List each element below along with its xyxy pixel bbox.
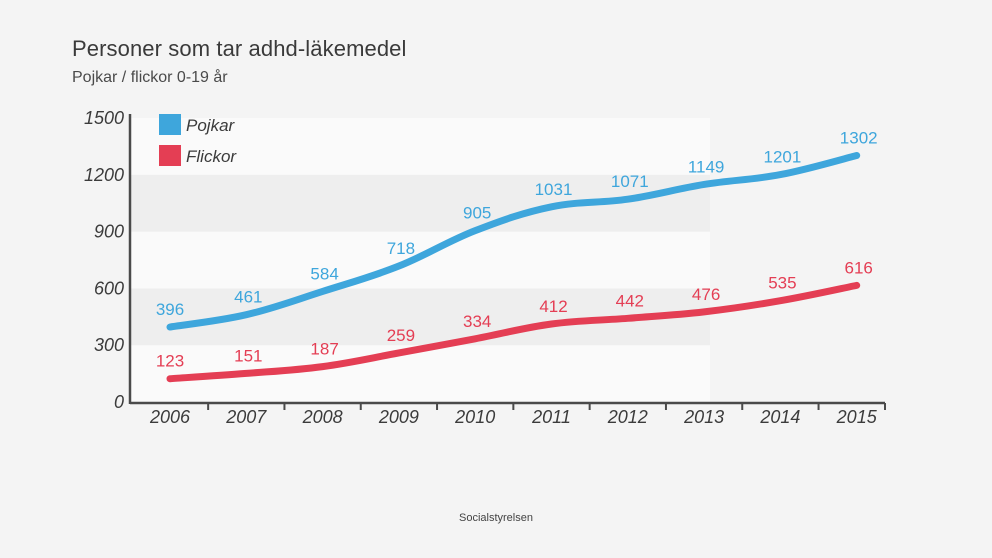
data-label-flickor: 476 — [692, 285, 720, 304]
data-label-pojkar: 461 — [234, 288, 262, 307]
series-lines — [166, 151, 861, 383]
x-tick-label: 2008 — [302, 407, 343, 427]
x-tick-label: 2007 — [225, 407, 267, 427]
x-tick-label: 2006 — [149, 407, 191, 427]
data-label-flickor: 259 — [387, 326, 415, 345]
x-tick-labels: 2006 2007 2008 2009 2010 2011 2012 2013 2014 2015 — [149, 407, 878, 427]
series-line-flickor — [166, 281, 861, 383]
data-label-flickor: 123 — [156, 352, 184, 371]
x-tick-label: 2011 — [531, 407, 571, 427]
data-label-pojkar: 905 — [463, 204, 491, 223]
y-tick-label: 1200 — [84, 165, 124, 185]
legend-swatch-pojkar — [159, 114, 181, 135]
chart-title: Personer som tar adhd-läkemedel — [72, 36, 407, 61]
legend: Pojkar Flickor — [159, 114, 237, 166]
x-tick-label: 2014 — [759, 407, 800, 427]
data-label-pojkar: 1071 — [611, 172, 649, 191]
data-label-pojkar: 1201 — [763, 148, 801, 167]
y-tick-labels: 0 300 600 900 1200 1500 — [84, 108, 124, 412]
data-label-flickor: 334 — [463, 312, 491, 331]
y-tick-label: 0 — [114, 392, 124, 412]
data-label-pojkar: 396 — [156, 300, 184, 319]
source-label: Socialstyrelsen — [459, 512, 533, 524]
x-tick-label: 2013 — [683, 407, 724, 427]
y-tick-label: 600 — [94, 278, 124, 298]
data-label-pojkar: 1031 — [535, 180, 573, 199]
data-label-flickor: 442 — [616, 291, 644, 310]
legend-label-flickor: Flickor — [186, 147, 237, 166]
data-label-flickor: 412 — [539, 297, 567, 316]
data-label-flickor: 535 — [768, 274, 796, 293]
x-tick-label: 2009 — [378, 407, 419, 427]
x-tick-label: 2012 — [607, 407, 648, 427]
data-label-pojkar: 584 — [310, 264, 338, 283]
background-band — [130, 118, 710, 175]
y-tick-label: 900 — [94, 222, 124, 242]
data-label-pojkar: 1149 — [688, 157, 725, 176]
data-labels: 396 461 584 718 905 1031 1071 1149 1201 1302 123 15… — [156, 128, 878, 370]
x-tick-label: 2010 — [454, 407, 495, 427]
legend-label-pojkar: Pojkar — [186, 116, 236, 135]
y-tick-label: 1500 — [84, 108, 124, 128]
chart-subtitle: Pojkar / flickor 0-19 år — [72, 69, 228, 86]
data-label-flickor: 616 — [845, 258, 873, 277]
y-tick-label: 300 — [94, 335, 124, 355]
data-label-pojkar: 1302 — [840, 128, 878, 147]
data-label-pojkar: 718 — [387, 239, 415, 258]
series-line-pojkar — [166, 151, 861, 331]
data-label-flickor: 187 — [310, 340, 338, 359]
x-tick-label: 2015 — [836, 407, 878, 427]
data-label-flickor: 151 — [234, 346, 262, 365]
legend-swatch-flickor — [159, 145, 181, 166]
axes — [128, 114, 886, 410]
